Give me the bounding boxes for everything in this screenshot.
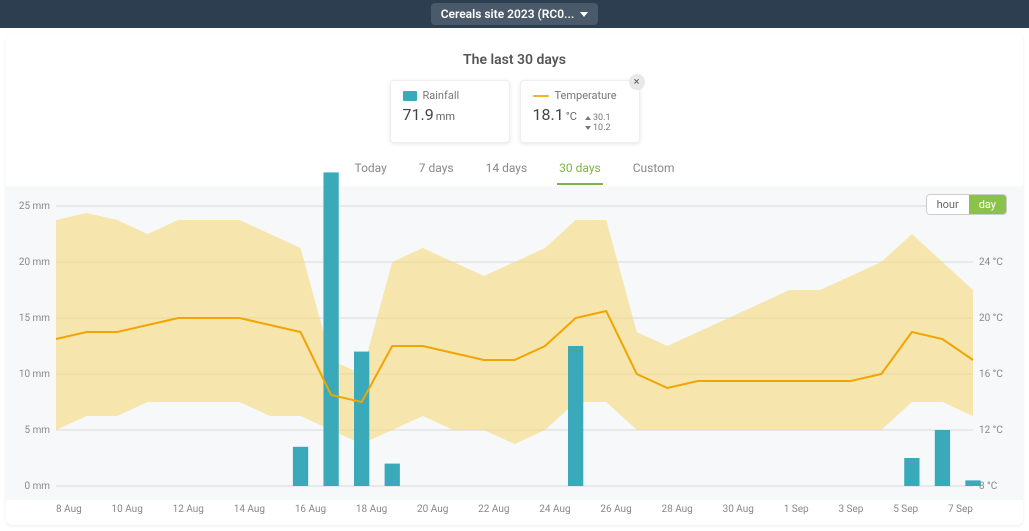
tab-14-days[interactable]: 14 days [484, 157, 530, 185]
rainfall-swatch-icon [403, 91, 417, 101]
x-tick: 28 Aug [661, 504, 692, 515]
panel-title: The last 30 days [6, 52, 1023, 68]
legend-row: Rainfall 71.9 mm Temperature 18.1 °C 30.… [6, 80, 1023, 143]
x-tick: 1 Sep [784, 504, 809, 515]
legend-temperature: Temperature 18.1 °C 30.1 10.2 [520, 80, 640, 143]
x-tick: 22 Aug [478, 504, 509, 515]
svg-text:25 mm: 25 mm [19, 201, 50, 212]
legend-temperature-value: 18.1 [533, 105, 564, 124]
svg-text:12 °C: 12 °C [979, 425, 1003, 436]
svg-text:16 °C: 16 °C [979, 369, 1003, 380]
temperature-swatch-icon [533, 95, 549, 97]
x-tick: 18 Aug [356, 504, 387, 515]
svg-text:5 mm: 5 mm [24, 425, 50, 436]
svg-text:0 mm: 0 mm [24, 481, 50, 492]
svg-text:20 mm: 20 mm [19, 257, 50, 268]
svg-text:10 mm: 10 mm [19, 369, 50, 380]
x-tick: 24 Aug [539, 504, 570, 515]
svg-text:8 °C: 8 °C [979, 481, 998, 492]
legend-rainfall-label: Rainfall [423, 89, 460, 102]
x-tick: 12 Aug [173, 504, 204, 515]
toggle-day[interactable]: day [969, 195, 1006, 214]
toggle-hour[interactable]: hour [927, 195, 969, 214]
x-tick: 30 Aug [723, 504, 754, 515]
legend-rainfall-unit: mm [436, 110, 455, 123]
close-icon[interactable]: × [629, 74, 645, 90]
svg-text:24 °C: 24 °C [979, 257, 1003, 268]
x-tick: 3 Sep [838, 504, 863, 515]
x-tick: 8 Aug [56, 504, 82, 515]
x-tick: 7 Sep [948, 504, 973, 515]
x-tick: 16 Aug [295, 504, 326, 515]
tab-custom[interactable]: Custom [631, 157, 677, 185]
legend-temperature-unit: °C [566, 110, 577, 123]
x-tick: 14 Aug [234, 504, 265, 515]
x-tick: 5 Sep [893, 504, 918, 515]
tab-7-days[interactable]: 7 days [417, 157, 456, 185]
chart-panel: The last 30 days Rainfall 71.9 mm Temper… [6, 34, 1023, 525]
x-axis: 8 Aug 10 Aug 12 Aug 14 Aug 16 Aug 18 Aug 20 Au… [6, 500, 1023, 525]
legend-temperature-label: Temperature [555, 89, 617, 102]
svg-text:20 °C: 20 °C [979, 313, 1003, 324]
tab-30-days[interactable]: 30 days [557, 157, 603, 185]
chevron-down-icon [580, 12, 588, 17]
granularity-toggle: hourday [926, 194, 1007, 215]
x-tick: 20 Aug [417, 504, 448, 515]
x-tick: 26 Aug [600, 504, 631, 515]
legend-rainfall: Rainfall 71.9 mm [390, 80, 510, 143]
range-tabs: Today 7 days 14 days 30 days Custom [6, 157, 1023, 186]
site-selector-label: Cereals site 2023 (RC0... [441, 7, 575, 21]
x-tick: 10 Aug [111, 504, 142, 515]
site-selector[interactable]: Cereals site 2023 (RC0... [431, 3, 599, 25]
tab-today[interactable]: Today [352, 157, 388, 185]
svg-text:15 mm: 15 mm [19, 313, 50, 324]
combo-chart: 0 mm8 °C5 mm12 °C10 mm16 °C15 mm20 °C20 … [56, 196, 973, 496]
topbar: Cereals site 2023 (RC0... [0, 0, 1029, 28]
legend-temperature-min: 10.2 [585, 124, 611, 134]
legend-rainfall-value: 71.9 [403, 105, 434, 124]
chart-area: hourday 0 mm8 °C5 mm12 °C10 mm16 °C15 mm… [6, 186, 1023, 500]
